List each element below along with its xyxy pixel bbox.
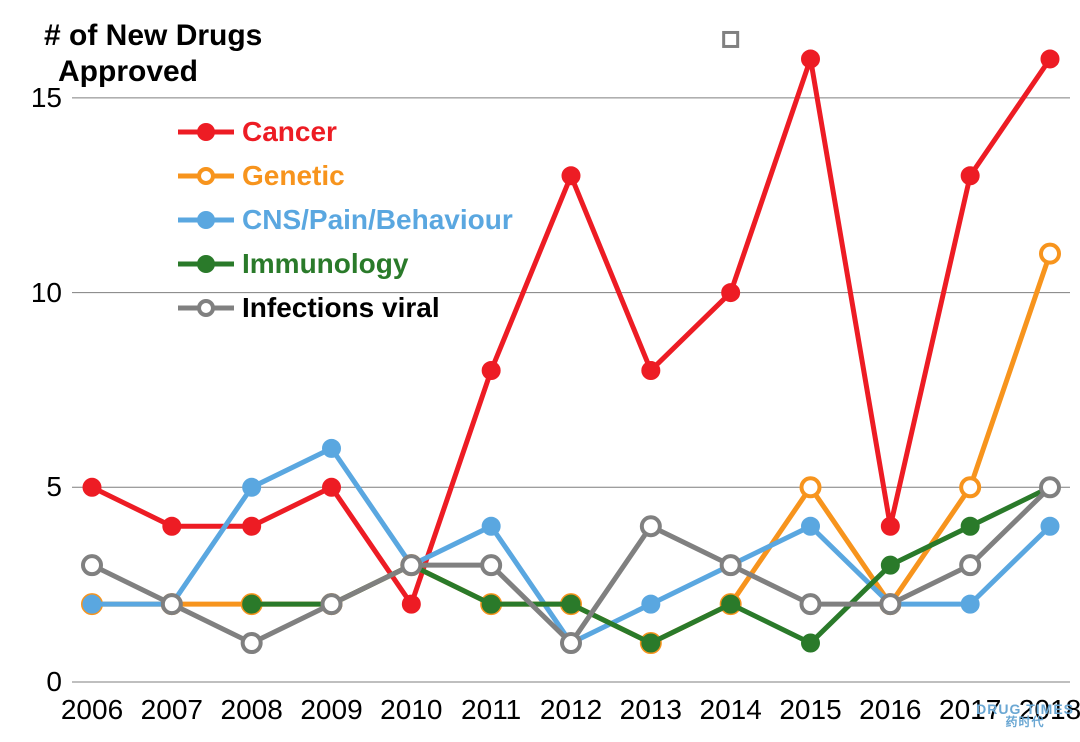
series-marker-infections [722, 556, 740, 574]
legend-swatch [178, 210, 234, 230]
series-marker-cancer [83, 478, 101, 496]
y-tick-label: 0 [46, 666, 62, 698]
series-marker-infections [482, 556, 500, 574]
series-marker-infections [402, 556, 420, 574]
series-marker-cns [642, 595, 660, 613]
series-marker-infections [562, 634, 580, 652]
series-marker-infections [163, 595, 181, 613]
chart-container: # of New Drugs Approved 051015 200620072… [0, 0, 1080, 742]
series-marker-cancer [482, 361, 500, 379]
series-marker-cancer [802, 50, 820, 68]
x-tick-label: 2014 [700, 694, 762, 726]
x-tick-label: 2007 [141, 694, 203, 726]
series-marker-cancer [642, 361, 660, 379]
series-marker-immunology [243, 595, 261, 613]
legend-item-cns: CNS/Pain/Behaviour [178, 203, 513, 237]
legend-marker-icon [197, 299, 215, 317]
series-marker-infections [83, 556, 101, 574]
legend-marker-icon [197, 123, 215, 141]
legend-marker-icon [197, 211, 215, 229]
extra-square-marker [724, 32, 738, 46]
series-marker-cancer [402, 595, 420, 613]
series-marker-immunology [482, 595, 500, 613]
x-tick-label: 2009 [300, 694, 362, 726]
series-marker-immunology [642, 634, 660, 652]
series-marker-cns [243, 478, 261, 496]
series-marker-cancer [243, 517, 261, 535]
series-marker-infections [881, 595, 899, 613]
legend-swatch [178, 166, 234, 186]
series-marker-genetic [802, 478, 820, 496]
series-marker-immunology [562, 595, 580, 613]
legend-item-cancer: Cancer [178, 115, 513, 149]
legend: Cancer Genetic CNS/Pain/Behaviour Immunolog… [178, 115, 513, 325]
x-tick-label: 2008 [221, 694, 283, 726]
x-tick-label: 2013 [620, 694, 682, 726]
series-marker-cns [1041, 517, 1059, 535]
legend-marker-icon [197, 167, 215, 185]
legend-item-immunology: Immunology [178, 247, 513, 281]
series-marker-infections [802, 595, 820, 613]
legend-label: Immunology [242, 248, 408, 280]
series-marker-infections [1041, 478, 1059, 496]
y-tick-label: 5 [46, 471, 62, 503]
series-marker-cancer [323, 478, 341, 496]
x-tick-label: 2018 [1019, 694, 1080, 726]
series-marker-cns [83, 595, 101, 613]
legend-marker-icon [197, 255, 215, 273]
series-marker-infections [642, 517, 660, 535]
x-tick-label: 2016 [859, 694, 921, 726]
series-marker-cns [961, 595, 979, 613]
legend-swatch [178, 298, 234, 318]
series-marker-cancer [961, 167, 979, 185]
x-tick-label: 2010 [380, 694, 442, 726]
series-marker-infections [323, 595, 341, 613]
series-marker-cancer [722, 284, 740, 302]
series-marker-cns [323, 439, 341, 457]
legend-item-infections: Infections viral [178, 291, 513, 325]
legend-label: Cancer [242, 116, 337, 148]
legend-label: Infections viral [242, 292, 440, 324]
series-marker-genetic [961, 478, 979, 496]
y-tick-label: 15 [31, 82, 62, 114]
series-marker-immunology [881, 556, 899, 574]
legend-label: CNS/Pain/Behaviour [242, 204, 513, 236]
series-marker-genetic [1041, 245, 1059, 263]
legend-swatch [178, 254, 234, 274]
x-tick-label: 2015 [779, 694, 841, 726]
series-marker-immunology [961, 517, 979, 535]
series-marker-immunology [802, 634, 820, 652]
x-tick-label: 2006 [61, 694, 123, 726]
y-tick-label: 10 [31, 277, 62, 309]
series-marker-cancer [163, 517, 181, 535]
x-tick-label: 2017 [939, 694, 1001, 726]
chart-plot-area [0, 0, 1080, 742]
series-marker-cancer [881, 517, 899, 535]
legend-label: Genetic [242, 160, 345, 192]
series-marker-immunology [722, 595, 740, 613]
x-tick-label: 2012 [540, 694, 602, 726]
series-marker-cancer [562, 167, 580, 185]
series-marker-cancer [1041, 50, 1059, 68]
series-marker-cns [482, 517, 500, 535]
series-marker-cns [802, 517, 820, 535]
legend-item-genetic: Genetic [178, 159, 513, 193]
x-tick-label: 2011 [461, 694, 521, 726]
legend-swatch [178, 122, 234, 142]
series-marker-infections [961, 556, 979, 574]
series-marker-infections [243, 634, 261, 652]
